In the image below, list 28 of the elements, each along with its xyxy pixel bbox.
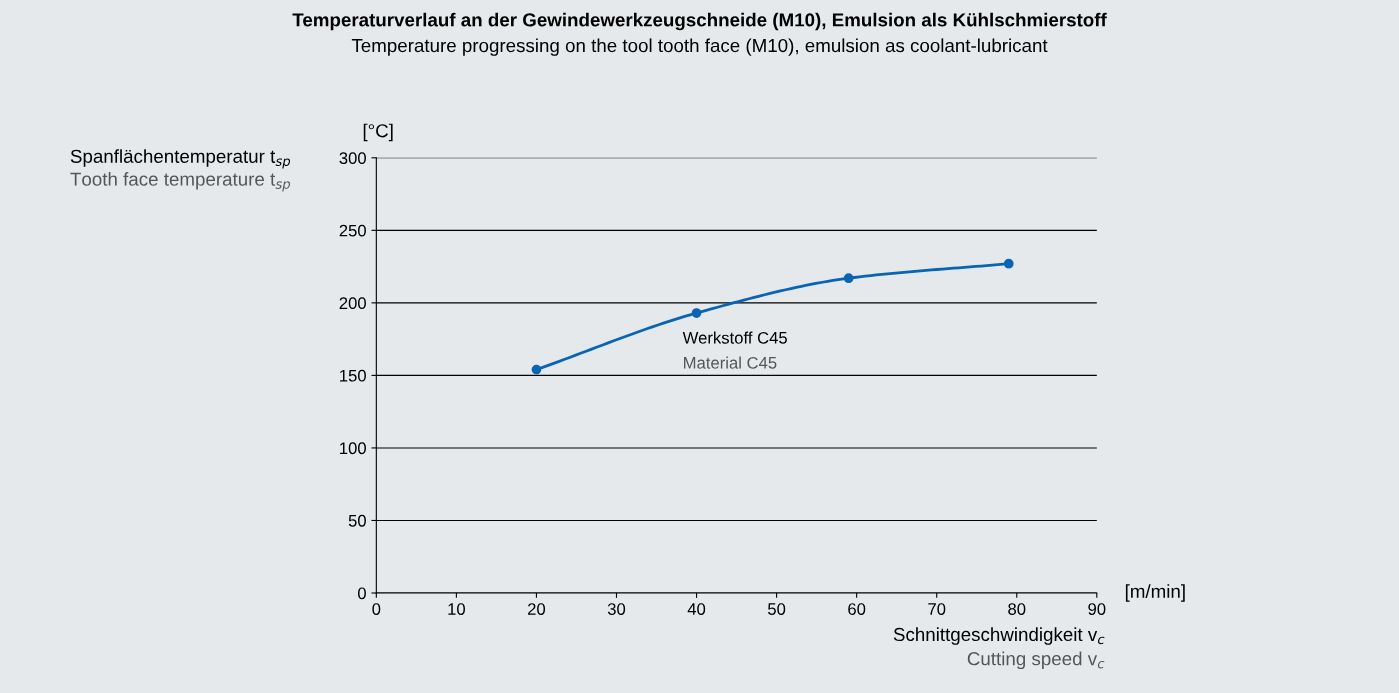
x-tick-label: 10 <box>448 603 465 615</box>
y-tick-label: 100 <box>340 442 366 455</box>
x-tick-label: 70 <box>928 603 946 615</box>
chart-subtitle: Temperature progressing on the tool tooth face (M10), emulsion as coolant-lubricant <box>351 38 1048 56</box>
annotation: Werkstoff C45 Material C45 <box>682 331 787 369</box>
x-tick-label: 50 <box>768 603 786 615</box>
point <box>691 308 702 318</box>
x-axis-title: Schnittgeschwindigkeit v$_{c}$ Cutting speed v$_{c}$ <box>893 627 1105 670</box>
x-tick-label: 0 <box>372 603 381 615</box>
text: [m/min] <box>1125 584 1185 602</box>
x-tick-label: 80 <box>1008 603 1026 615</box>
y-tick-label: 0 <box>357 587 366 600</box>
y-tick-label: 150 <box>340 369 366 382</box>
x-tick-label: 30 <box>607 603 626 615</box>
y-tick-label: 300 <box>339 152 366 164</box>
text: [°C] <box>363 123 393 142</box>
point <box>1003 258 1014 269</box>
y-axis-title: Spanflächentemperatur t$_{sp}$ Tooth face temperature t$_{sp}$ <box>70 149 291 192</box>
point <box>843 273 854 284</box>
y-tick-label: 250 <box>339 224 366 237</box>
x-tick-label: 60 <box>848 603 866 615</box>
x-tick-label: 40 <box>687 603 706 615</box>
x-tick-label: 90 <box>1088 603 1106 615</box>
point <box>531 364 542 375</box>
chart-title: Temperaturverlauf an der Gewindewerkzeugschneide (M10), Emulsion als Kühlschmierstoff <box>292 12 1107 31</box>
x-tick-label: 20 <box>528 603 546 615</box>
y-tick-label: 50 <box>348 514 366 527</box>
y-tick-label: 200 <box>339 297 366 310</box>
